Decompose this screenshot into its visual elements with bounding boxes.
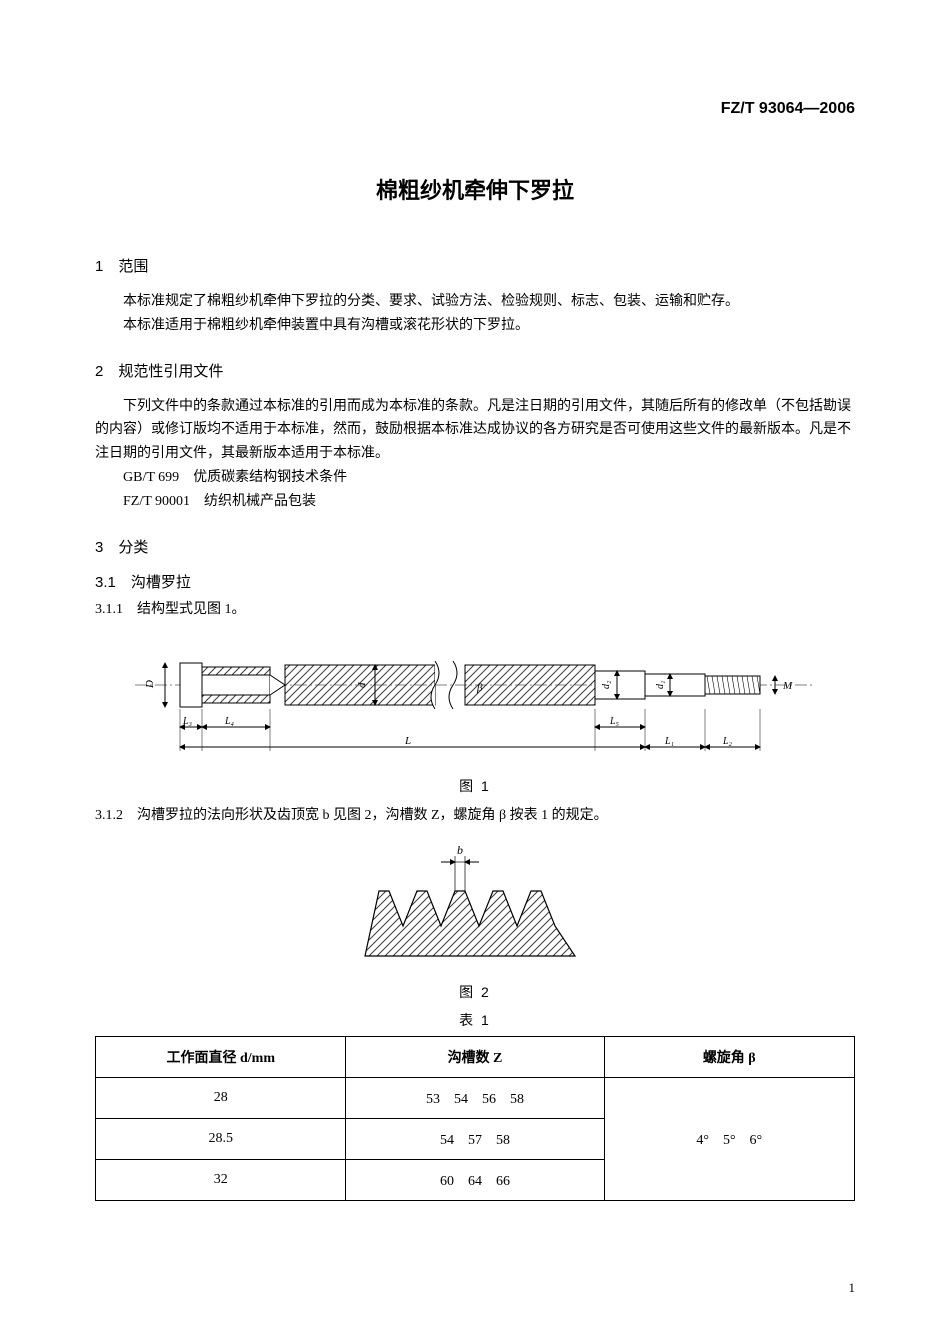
svg-text:M: M — [782, 680, 793, 692]
cell-d: 28.5 — [96, 1118, 346, 1159]
cell-d: 32 — [96, 1159, 346, 1200]
figure-2-caption: 图 2 — [95, 982, 855, 1002]
table-1: 工作面直径 d/mm 沟槽数 Z 螺旋角 β 2853 54 56 584° 5… — [95, 1036, 855, 1201]
page-number: 1 — [849, 1280, 856, 1296]
document-title: 棉粗纱机牵伸下罗拉 — [95, 173, 855, 205]
svg-text:L₂: L₂ — [722, 736, 733, 747]
svg-text:L₃: L₃ — [182, 716, 193, 727]
section-3-1-1: 3.1.1 结构型式见图 1。 — [95, 598, 855, 618]
section-2-heading: 2 规范性引用文件 — [95, 360, 855, 381]
svg-text:β: β — [476, 682, 483, 694]
cell-z: 60 64 66 — [346, 1159, 604, 1200]
th-beta: 螺旋角 β — [604, 1036, 854, 1077]
svg-text:d: d — [356, 682, 368, 688]
section-3-heading: 3 分类 — [95, 536, 855, 557]
svg-text:L₄: L₄ — [224, 716, 235, 727]
th-z: 沟槽数 Z — [346, 1036, 604, 1077]
svg-text:D: D — [144, 680, 156, 689]
section-2-ref1: GB/T 699 优质碳素结构钢技术条件 — [95, 466, 855, 490]
figure-2: b 图 2 — [95, 836, 855, 1002]
table-row: 2853 54 56 584° 5° 6° — [96, 1077, 855, 1118]
standard-number: FZ/T 93064—2006 — [95, 100, 855, 118]
section-3-1-heading: 3.1 沟槽罗拉 — [95, 571, 855, 592]
table-header-row: 工作面直径 d/mm 沟槽数 Z 螺旋角 β — [96, 1036, 855, 1077]
figure-2-svg: b — [345, 836, 605, 976]
section-1-heading: 1 范围 — [95, 255, 855, 276]
page-content: FZ/T 93064—2006 棉粗纱机牵伸下罗拉 1 范围 本标准规定了棉粗纱… — [0, 0, 950, 1241]
section-1-p2: 本标准适用于棉粗纱机牵伸装置中具有沟槽或滚花形状的下罗拉。 — [95, 314, 855, 338]
section-2-ref2: FZ/T 90001 纺织机械产品包装 — [95, 490, 855, 514]
cell-z: 54 57 58 — [346, 1118, 604, 1159]
figure-1: Dd d₂ d₁ M L₃ L₄ L L₅ L₁ L₂ β 图 1 — [95, 630, 855, 796]
svg-text:L₅: L₅ — [609, 716, 620, 727]
figure-1-svg: Dd d₂ d₁ M L₃ L₄ L L₅ L₁ L₂ β — [125, 630, 825, 770]
section-1-p1: 本标准规定了棉粗纱机牵伸下罗拉的分类、要求、试验方法、检验规则、标志、包装、运输… — [95, 290, 855, 314]
cell-z: 53 54 56 58 — [346, 1077, 604, 1118]
cell-beta: 4° 5° 6° — [604, 1077, 854, 1200]
section-2-p1: 下列文件中的条款通过本标准的引用而成为本标准的条款。凡是注日期的引用文件，其随后… — [95, 395, 855, 466]
section-3-1-2: 3.1.2 沟槽罗拉的法向形状及齿顶宽 b 见图 2，沟槽数 Z，螺旋角 β 按… — [95, 804, 855, 824]
cell-d: 28 — [96, 1077, 346, 1118]
th-d: 工作面直径 d/mm — [96, 1036, 346, 1077]
svg-text:d₁: d₁ — [655, 680, 666, 688]
svg-text:b: b — [457, 843, 463, 857]
svg-text:L: L — [404, 735, 411, 747]
svg-text:L₁: L₁ — [664, 736, 674, 747]
svg-text:d₂: d₂ — [601, 680, 612, 689]
table-1-caption: 表 1 — [95, 1010, 855, 1030]
figure-1-caption: 图 1 — [95, 776, 855, 796]
